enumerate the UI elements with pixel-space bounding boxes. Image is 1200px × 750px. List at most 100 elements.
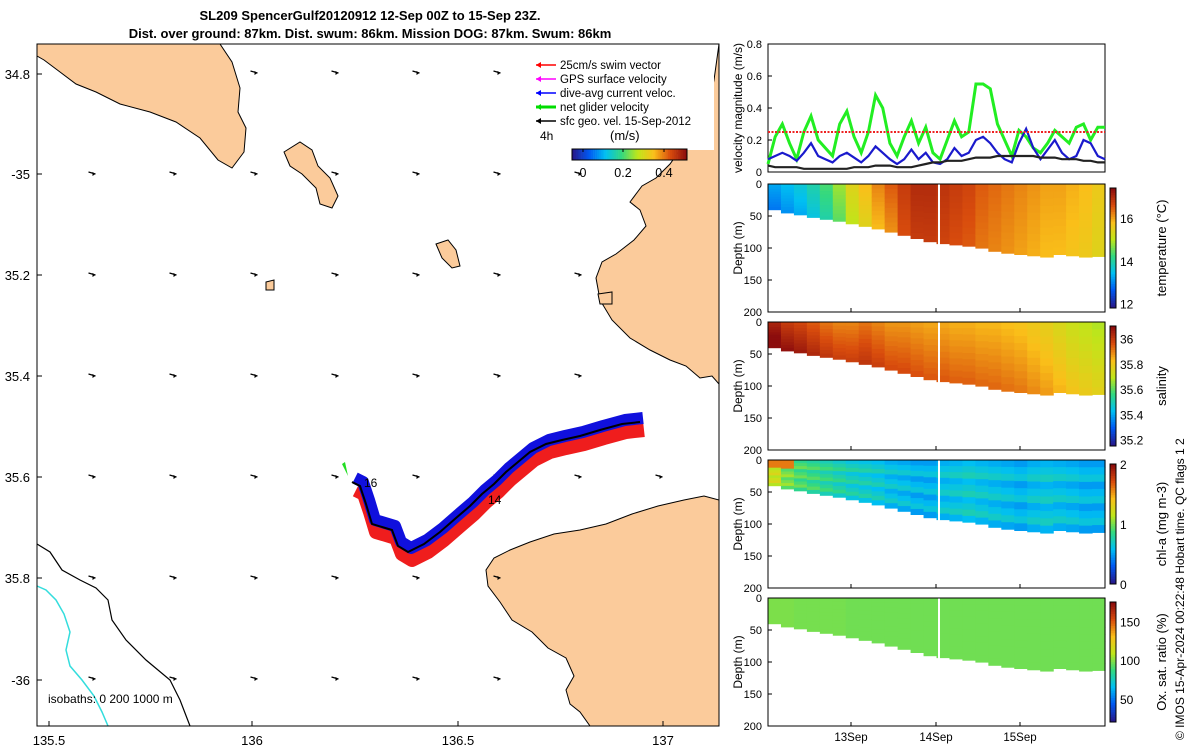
section-cell: [897, 194, 912, 200]
section-cell: [1040, 235, 1054, 243]
section-cell: [1014, 233, 1028, 241]
section-cell: [962, 196, 976, 204]
section-cell: [884, 350, 899, 357]
section-cell: [1053, 640, 1067, 648]
section-cell: [897, 623, 912, 630]
section-colorbar-cell: [1110, 252, 1116, 256]
section-cell: [975, 203, 989, 211]
section-cell: [1053, 385, 1067, 393]
section-cell: [910, 354, 925, 361]
section-cell: [1001, 639, 1015, 647]
section-cell: [819, 615, 834, 620]
section-cell: [1092, 234, 1106, 243]
section-y-tick-label: 200: [744, 583, 762, 595]
section-cell: [793, 619, 808, 624]
section-cell: [858, 498, 873, 503]
section-cell: [806, 460, 821, 464]
glider-track: [351, 421, 641, 554]
section-colorbar-cell: [1110, 303, 1116, 307]
section-cell: [858, 213, 873, 219]
section-cell: [1027, 510, 1041, 518]
section-cell: [1066, 474, 1080, 483]
section-cell: [936, 621, 951, 629]
section-colorbar-cell: [1110, 269, 1116, 273]
section-colorbar-frame: [1109, 187, 1117, 309]
section-cell: [988, 507, 1002, 515]
section-cell: [1040, 481, 1054, 490]
section-cell: [936, 483, 951, 491]
section-cell: [806, 213, 821, 218]
section-cell: [806, 345, 821, 350]
section-cell: [1040, 242, 1054, 251]
section-cell: [962, 202, 976, 210]
section-cell: [806, 479, 821, 484]
section-cell: [988, 204, 1002, 212]
section-cell: [768, 334, 782, 338]
section-cell: [832, 463, 847, 469]
section-y-tick-label: 150: [744, 689, 762, 701]
section-cell: [845, 601, 860, 607]
section-cell: [988, 244, 1002, 252]
section-colorbar-cell: [1110, 678, 1116, 682]
section-cell: [910, 498, 925, 505]
section-colorbar-cell: [1110, 662, 1116, 665]
section-cell: [884, 365, 899, 371]
section-cell: [1066, 460, 1080, 468]
section-cell: [1001, 598, 1015, 606]
section-cell: [858, 610, 873, 616]
section-cell: [923, 609, 938, 616]
velocity-y-tick-label: 0: [756, 167, 762, 179]
section-cell: [962, 346, 976, 354]
section-cell: [806, 621, 821, 626]
section-cell: [1014, 460, 1028, 468]
section-cell: [949, 190, 964, 197]
section-colorbar-cell: [1110, 492, 1116, 496]
section-cell: [832, 460, 847, 465]
section-cell: [949, 358, 964, 366]
section-colorbar-cell: [1110, 564, 1116, 568]
section-colorbar-cell: [1110, 666, 1116, 670]
section-cell: [1079, 249, 1093, 258]
section-cell: [871, 473, 886, 479]
section-cell: [897, 357, 912, 364]
section-cell: [1092, 329, 1106, 338]
section-cell: [858, 598, 873, 603]
section-cell: [988, 184, 1002, 192]
section-cell: [897, 230, 912, 236]
section-cell: [884, 626, 899, 633]
colorbar-cell: [631, 149, 634, 160]
section-cell: [806, 473, 821, 478]
section-cell: [793, 460, 808, 464]
section-cell: [988, 611, 1002, 619]
section-cell: [1092, 350, 1106, 359]
section-cell: [832, 351, 847, 357]
section-cell: [793, 481, 808, 486]
section-colorbar-cell: [1110, 664, 1116, 668]
section-cell: [1079, 467, 1093, 476]
section-cell: [897, 189, 912, 195]
section-cell: [871, 357, 886, 363]
section-cell: [1040, 205, 1054, 214]
section-cell: [1040, 351, 1054, 360]
section-cell: [897, 613, 912, 620]
section-cell: [923, 494, 938, 501]
section-cell: [1001, 322, 1015, 330]
section-colorbar-cell: [1110, 574, 1116, 578]
section-cell: [1040, 460, 1054, 468]
colorbar-cell: [685, 149, 688, 160]
time-tick-label: 15Sep: [1003, 732, 1036, 744]
section-cell: [975, 360, 989, 368]
section-cell: [884, 479, 899, 485]
section-colorbar-cell: [1110, 626, 1116, 629]
section-cell: [768, 605, 782, 609]
section-cell: [1027, 605, 1041, 613]
colorbar-cell: [666, 149, 669, 160]
section-cell: [923, 598, 938, 605]
section-cell: [819, 598, 834, 603]
section-colorbar-cell: [1110, 606, 1116, 610]
section-cell: [819, 215, 834, 220]
colorbar-cell: [625, 149, 628, 160]
section-cell: [936, 184, 951, 191]
section-cell: [871, 486, 886, 492]
section-cell: [832, 202, 847, 207]
